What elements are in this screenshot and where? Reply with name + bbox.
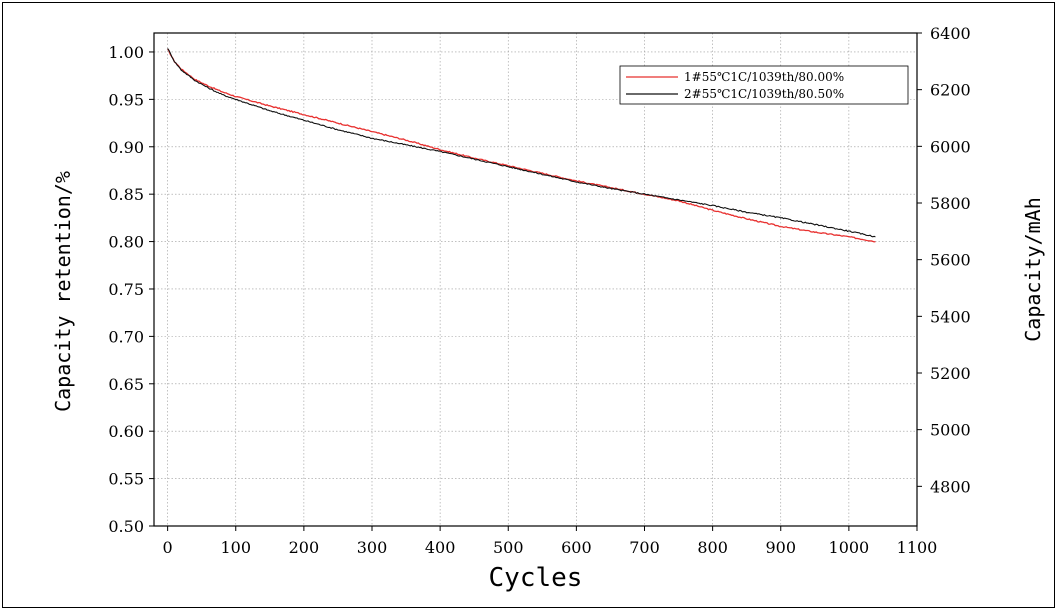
x-tick-label: 300	[357, 538, 388, 557]
y2-tick-label: 4800	[930, 477, 971, 496]
x-tick-label: 1100	[897, 538, 938, 557]
legend-label-series-1: 1#55℃1C/1039th/80.00%	[684, 70, 844, 84]
grid	[154, 33, 918, 526]
x-axis-ticks: 0 100 200 300 400 500 600 700 800 900 1000 1100	[163, 526, 938, 557]
y-tick-label: 1.00	[108, 43, 144, 62]
plot-area-border	[153, 32, 918, 527]
x-tick-label: 200	[289, 538, 320, 557]
y2-tick-label: 6200	[930, 81, 971, 100]
y-tick-label: 0.90	[108, 138, 144, 157]
legend-label-series-2: 2#55℃1C/1039th/80.50%	[684, 87, 844, 101]
y-tick-label: 0.50	[108, 517, 144, 536]
x-tick-label: 500	[493, 538, 524, 557]
y-tick-label: 0.85	[108, 185, 144, 204]
y-axis-ticks: 0.50 0.55 0.60 0.65 0.70 0.75 0.80 0.85 0.90 0.95…	[108, 43, 154, 536]
x-tick-label: 800	[697, 538, 728, 557]
y2-axis-ticks: 4800 5000 5200 5400 5600 5800 6000 6200 6400	[917, 24, 971, 496]
y-tick-label: 0.60	[108, 422, 144, 441]
y-tick-label: 0.70	[108, 327, 144, 346]
y2-axis-label: Capacity/mAh	[1021, 197, 1045, 342]
y2-tick-label: 6000	[930, 137, 971, 156]
legend-box	[619, 65, 909, 105]
x-tick-label: 600	[561, 538, 592, 557]
y2-tick-label: 5200	[930, 364, 971, 383]
x-tick-label: 700	[629, 538, 660, 557]
x-axis-label: Cycles	[489, 563, 583, 593]
y2-tick-label: 5600	[930, 251, 971, 270]
y-tick-label: 0.80	[108, 233, 144, 252]
series-line-2	[167, 48, 876, 238]
x-tick-label: 100	[220, 538, 251, 557]
legend: 1#55℃1C/1039th/80.00% 2#55℃1C/1039th/80.…	[619, 65, 909, 105]
y2-tick-label: 5400	[930, 307, 971, 326]
x-tick-label: 1000	[829, 538, 870, 557]
y2-tick-label: 5800	[930, 194, 971, 213]
x-tick-label: 900	[765, 538, 796, 557]
y-tick-label: 0.95	[108, 90, 144, 109]
y-tick-label: 0.65	[108, 375, 144, 394]
x-tick-label: 400	[425, 538, 456, 557]
y-tick-label: 0.55	[108, 470, 144, 489]
y-tick-label: 0.75	[108, 280, 144, 299]
x-tick-label: 0	[163, 538, 173, 557]
y-axis-label: Capacity retention/%	[51, 171, 75, 412]
y2-tick-label: 6400	[930, 24, 971, 43]
series-layer	[167, 48, 876, 243]
y2-tick-label: 5000	[930, 421, 971, 440]
